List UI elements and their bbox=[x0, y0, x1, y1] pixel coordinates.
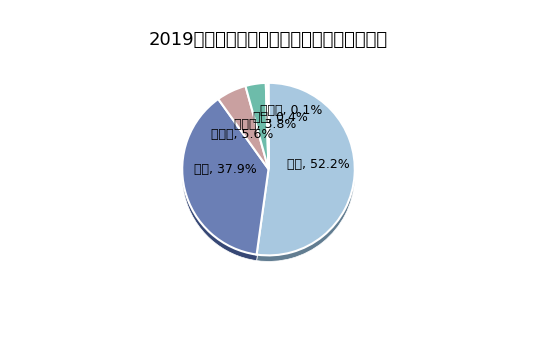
Title: 2019年全球各大洲城市轨道交通运营里程分布: 2019年全球各大洲城市轨道交通运营里程分布 bbox=[149, 31, 388, 49]
Wedge shape bbox=[257, 89, 355, 262]
Text: 大洋洲, 0.1%: 大洋洲, 0.1% bbox=[260, 104, 322, 117]
Wedge shape bbox=[182, 99, 268, 255]
Wedge shape bbox=[266, 89, 268, 175]
Wedge shape bbox=[218, 92, 268, 175]
Wedge shape bbox=[257, 83, 355, 256]
Wedge shape bbox=[266, 83, 268, 169]
Wedge shape bbox=[182, 105, 268, 261]
Text: 南美洲, 3.8%: 南美洲, 3.8% bbox=[234, 118, 296, 131]
Text: 欧洲, 52.2%: 欧洲, 52.2% bbox=[287, 158, 350, 171]
Text: 亚洲, 37.9%: 亚洲, 37.9% bbox=[194, 163, 257, 176]
Wedge shape bbox=[245, 83, 268, 169]
Wedge shape bbox=[245, 89, 268, 175]
Text: 北美洲, 5.6%: 北美洲, 5.6% bbox=[212, 128, 274, 141]
Text: 非洲, 0.4%: 非洲, 0.4% bbox=[253, 111, 308, 124]
Wedge shape bbox=[218, 86, 268, 169]
